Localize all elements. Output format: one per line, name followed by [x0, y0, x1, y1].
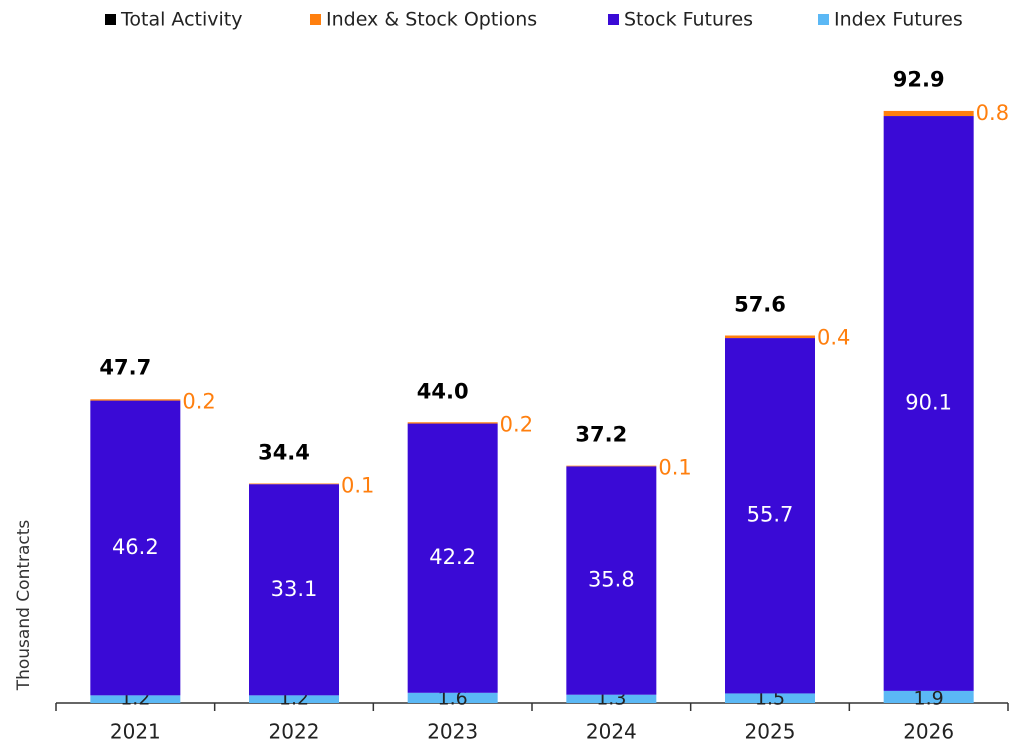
- value-label: 0.4: [817, 326, 850, 350]
- x-tick-label: 2022: [269, 720, 320, 744]
- bar-segment: [725, 335, 815, 339]
- bar-segment: [566, 465, 657, 467]
- bar-segment: [407, 422, 498, 424]
- total-label: 47.7: [99, 356, 151, 380]
- bar-segment: [566, 694, 657, 703]
- value-label: 1.6: [438, 688, 468, 710]
- bar-segment: [249, 695, 339, 703]
- value-label: 0.1: [341, 474, 374, 498]
- total-label: 57.6: [734, 293, 786, 317]
- bar-segment: [566, 466, 657, 695]
- bar-segment: [725, 338, 815, 694]
- value-label: 0.2: [500, 412, 533, 436]
- value-label: 0.1: [658, 456, 691, 480]
- bar-segment: [407, 423, 498, 693]
- total-label: 34.4: [258, 441, 310, 465]
- value-label: 33.1: [271, 577, 318, 601]
- value-label: 1.9: [914, 688, 944, 710]
- legend-swatch: [818, 14, 829, 25]
- bar-segment: [407, 692, 498, 703]
- x-tick-label: 2026: [903, 720, 954, 744]
- value-label: 46.2: [112, 535, 159, 559]
- bar-segment: [725, 693, 815, 703]
- value-label: 0.8: [976, 101, 1009, 125]
- legend-swatch: [608, 14, 619, 25]
- value-label: 0.2: [182, 389, 215, 413]
- legend-label: Index & Stock Options: [326, 9, 537, 31]
- value-label: 42.2: [429, 545, 476, 569]
- x-tick-label: 2024: [586, 720, 637, 744]
- bar-segment: [249, 484, 339, 696]
- legend-swatch: [310, 14, 321, 25]
- value-label: 55.7: [747, 503, 794, 527]
- bar-segment: [90, 399, 181, 401]
- total-label: 92.9: [893, 67, 945, 91]
- bar-segment: [90, 695, 181, 703]
- x-tick-label: 2021: [110, 720, 161, 744]
- bar-segment: [883, 110, 974, 117]
- total-label: 44.0: [417, 379, 469, 403]
- value-label: 90.1: [905, 390, 952, 414]
- bar-segment: [249, 483, 339, 485]
- y-axis-label: Thousand Contracts: [14, 520, 34, 692]
- x-tick-label: 2025: [745, 720, 796, 744]
- bar-segment: [883, 690, 974, 703]
- x-tick-label: 2023: [427, 720, 478, 744]
- value-label: 35.8: [588, 568, 635, 592]
- legend-label: Index Futures: [834, 9, 963, 31]
- legend-label: Stock Futures: [624, 9, 753, 31]
- legend-swatch: [105, 14, 116, 25]
- bar-segment: [883, 116, 974, 691]
- legend-label: Total Activity: [120, 9, 242, 31]
- bar-segment: [90, 400, 181, 696]
- total-label: 37.2: [575, 423, 627, 447]
